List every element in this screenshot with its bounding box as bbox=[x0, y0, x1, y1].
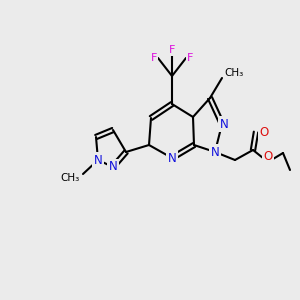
Text: N: N bbox=[168, 152, 176, 164]
Text: F: F bbox=[169, 45, 175, 55]
Text: N: N bbox=[211, 146, 219, 158]
Text: O: O bbox=[263, 149, 273, 163]
Text: N: N bbox=[94, 154, 102, 166]
Text: CH₃: CH₃ bbox=[224, 68, 243, 78]
Text: N: N bbox=[109, 160, 117, 173]
Text: N: N bbox=[220, 118, 228, 130]
Text: O: O bbox=[260, 125, 268, 139]
Text: CH₃: CH₃ bbox=[61, 173, 80, 183]
Text: F: F bbox=[151, 53, 157, 63]
Text: F: F bbox=[187, 53, 193, 63]
